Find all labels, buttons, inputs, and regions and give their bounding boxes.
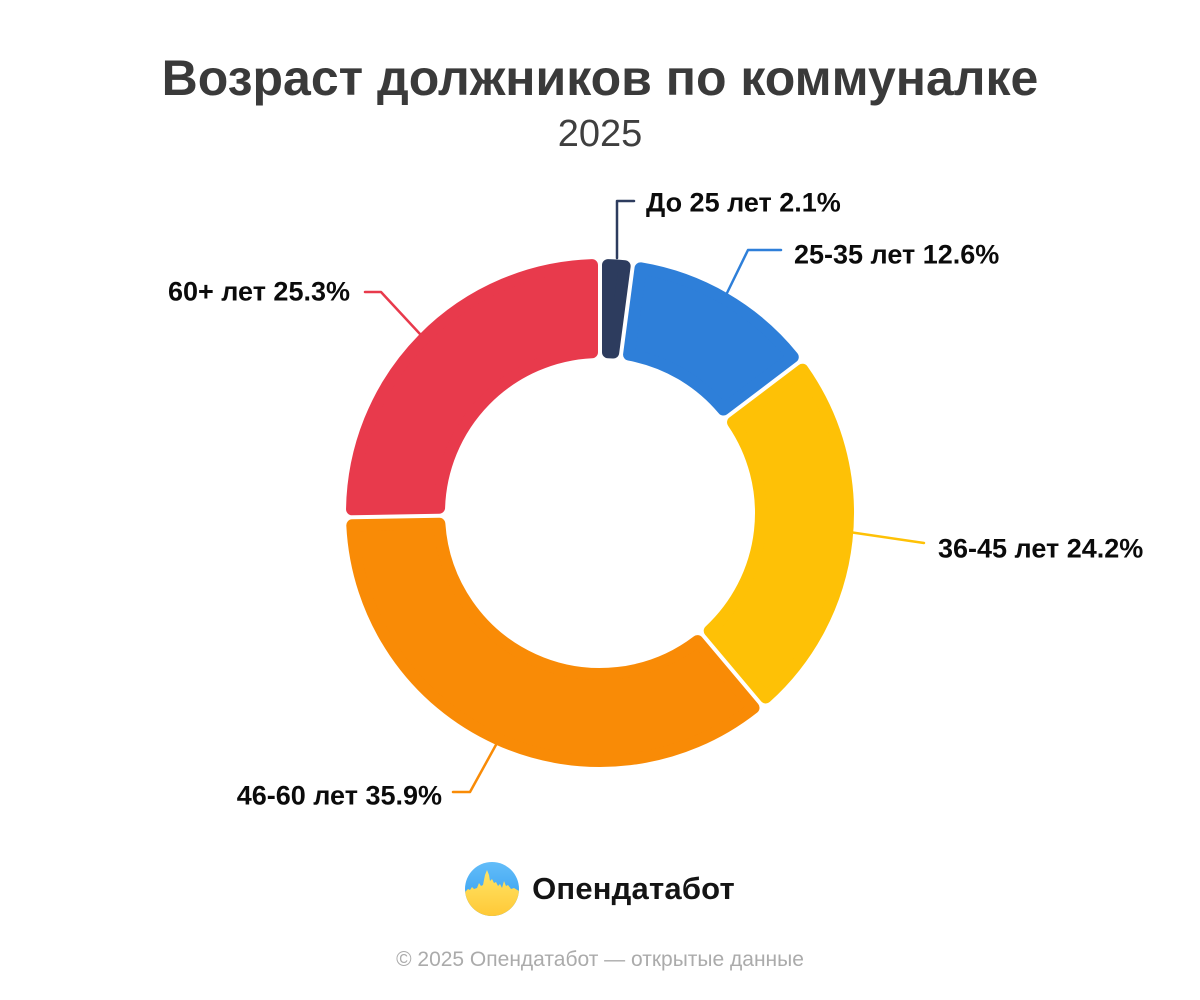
chart-title: Возраст должников по коммуналке	[161, 50, 1039, 106]
slice-label-3: 46-60 лет 35.9%	[236, 780, 442, 811]
donut-slice-3	[346, 517, 760, 767]
slice-label-4: 60+ лет 25.3%	[167, 276, 350, 307]
slice-label-0: До 25 лет 2.1%	[646, 187, 841, 218]
donut-slice-2	[703, 363, 854, 704]
slice-label-2: 36-45 лет 24.2%	[938, 533, 1144, 564]
chart-subtitle: 2025	[557, 113, 643, 155]
opendatabot-logo-icon	[465, 862, 520, 916]
logo: Опендатабот	[0, 861, 1200, 917]
leader-line-2	[847, 530, 926, 545]
leader-line-0	[615, 199, 636, 260]
copyright-footer: © 2025 Опендатабот — открытые данные	[396, 948, 804, 971]
leader-line-4	[363, 290, 422, 336]
donut-slice-4	[346, 259, 598, 516]
leader-line-3	[451, 741, 499, 794]
logo-text: Опендатабот	[532, 871, 735, 906]
donut-slice-0	[602, 259, 631, 359]
donut-slice-1	[623, 262, 799, 416]
leader-line-1	[725, 248, 783, 295]
slice-label-1: 25-35 лет 12.6%	[794, 239, 1000, 270]
